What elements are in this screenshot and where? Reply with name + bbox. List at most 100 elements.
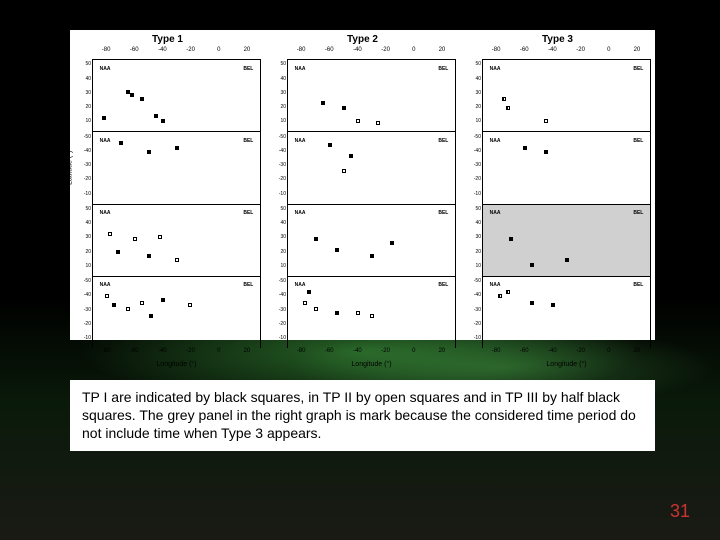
station-label-bel: BEL (243, 66, 253, 72)
data-marker (509, 237, 513, 241)
station-label-naa: NAA (490, 138, 501, 144)
panel-title: Type 3 (464, 34, 651, 45)
y-ticks: -50-40-30-20-10 (79, 132, 91, 203)
data-marker (188, 303, 192, 307)
station-label-naa: NAA (100, 282, 111, 288)
panel-title: Type 2 (269, 34, 456, 45)
data-marker (390, 241, 394, 245)
y-axis-label: Latitude (°) (67, 151, 74, 185)
station-label-naa: NAA (295, 66, 306, 72)
data-marker (149, 314, 153, 318)
data-marker (506, 106, 510, 110)
subpanel-row-2: NAABEL5040302010 (482, 204, 651, 276)
data-marker (102, 116, 106, 120)
data-marker (342, 169, 346, 173)
data-marker (119, 141, 123, 145)
station-label-bel: BEL (438, 282, 448, 288)
subpanel-row-2: NAABEL5040302010 (287, 204, 456, 276)
data-marker (342, 106, 346, 110)
station-label-bel: BEL (243, 282, 253, 288)
data-marker (544, 150, 548, 154)
data-marker (498, 294, 502, 298)
subpanel-row-1: NAABEL-50-40-30-20-10 (482, 131, 651, 203)
data-marker (105, 294, 109, 298)
x-ticks-top: -80-60-40-20020 (482, 47, 651, 59)
subpanel-row-0: NAABEL5040302010 (287, 59, 456, 131)
data-marker (116, 250, 120, 254)
station-label-bel: BEL (633, 138, 643, 144)
station-label-bel: BEL (438, 138, 448, 144)
y-ticks: 5040302010 (469, 60, 481, 131)
y-ticks: -50-40-30-20-10 (469, 277, 481, 348)
station-label-bel: BEL (243, 138, 253, 144)
y-ticks: -50-40-30-20-10 (274, 132, 286, 203)
data-marker (108, 232, 112, 236)
data-marker (530, 263, 534, 267)
data-marker (126, 307, 130, 311)
caption-text: TP I are indicated by black squares, in … (82, 389, 636, 441)
station-label-bel: BEL (438, 66, 448, 72)
data-marker (356, 119, 360, 123)
x-axis-label: Longitude (°) (482, 361, 651, 368)
data-marker (502, 97, 506, 101)
data-marker (551, 303, 555, 307)
subpanel-wrap: -80-60-40-20020NAABEL5040302010NAABEL-50… (287, 47, 456, 336)
y-ticks: -50-40-30-20-10 (79, 277, 91, 348)
subpanel-row-3: NAABEL-50-40-30-20-10 (482, 276, 651, 348)
data-marker (140, 97, 144, 101)
data-marker (130, 93, 134, 97)
data-marker (335, 311, 339, 315)
y-ticks: 5040302010 (79, 60, 91, 131)
caption: TP I are indicated by black squares, in … (70, 380, 655, 451)
x-ticks-bottom: -80-60-40-20020 (287, 348, 456, 360)
panel-1: Type 1Latitude (°)-80-60-40-20020NAABEL5… (74, 34, 261, 336)
station-label-naa: NAA (100, 138, 111, 144)
x-axis-label: Longitude (°) (287, 361, 456, 368)
data-marker (307, 290, 311, 294)
data-marker (530, 301, 534, 305)
data-marker (565, 258, 569, 262)
station-label-bel: BEL (633, 66, 643, 72)
data-marker (314, 237, 318, 241)
data-marker (161, 298, 165, 302)
x-ticks-bottom: -80-60-40-20020 (482, 348, 651, 360)
subpanel-row-2: NAABEL5040302010 (92, 204, 261, 276)
subpanel-row-1: NAABEL-50-40-30-20-10 (92, 131, 261, 203)
panel-title: Type 1 (74, 34, 261, 45)
data-marker (140, 301, 144, 305)
station-label-naa: NAA (295, 138, 306, 144)
station-label-bel: BEL (633, 210, 643, 216)
data-marker (523, 146, 527, 150)
data-marker (356, 311, 360, 315)
subpanel-row-3: NAABEL-50-40-30-20-10 (92, 276, 261, 348)
data-marker (112, 303, 116, 307)
data-marker (161, 119, 165, 123)
chart-figure: Type 1Latitude (°)-80-60-40-20020NAABEL5… (70, 30, 655, 340)
y-ticks: 5040302010 (274, 60, 286, 131)
panel-2: Type 2-80-60-40-20020NAABEL5040302010NAA… (269, 34, 456, 336)
station-label-naa: NAA (295, 210, 306, 216)
data-marker (321, 101, 325, 105)
data-marker (147, 150, 151, 154)
subpanel-wrap: -80-60-40-20020NAABEL5040302010NAABEL-50… (92, 47, 261, 336)
station-label-bel: BEL (243, 210, 253, 216)
page-number: 31 (670, 501, 690, 522)
station-label-naa: NAA (100, 210, 111, 216)
x-ticks-top: -80-60-40-20020 (92, 47, 261, 59)
data-marker (370, 314, 374, 318)
data-marker (154, 114, 158, 118)
data-marker (370, 254, 374, 258)
subpanel-row-1: NAABEL-50-40-30-20-10 (287, 131, 456, 203)
subpanel-row-0: NAABEL5040302010 (92, 59, 261, 131)
data-marker (376, 121, 380, 125)
station-label-naa: NAA (100, 66, 111, 72)
y-ticks: 5040302010 (274, 205, 286, 276)
station-label-naa: NAA (295, 282, 306, 288)
y-ticks: 5040302010 (79, 205, 91, 276)
data-marker (544, 119, 548, 123)
data-marker (175, 258, 179, 262)
x-axis-label: Longitude (°) (92, 361, 261, 368)
station-label-naa: NAA (490, 210, 501, 216)
data-marker (175, 146, 179, 150)
data-marker (506, 290, 510, 294)
